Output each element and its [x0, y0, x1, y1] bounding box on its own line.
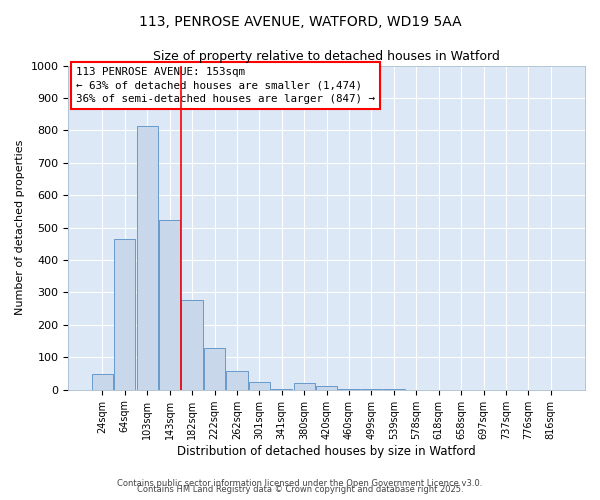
Bar — [137, 126, 158, 390]
Bar — [92, 374, 113, 390]
Bar — [249, 382, 270, 390]
Text: Contains public sector information licensed under the Open Government Licence v3: Contains public sector information licen… — [118, 478, 482, 488]
Bar — [361, 389, 382, 390]
Y-axis label: Number of detached properties: Number of detached properties — [15, 140, 25, 316]
Text: 113, PENROSE AVENUE, WATFORD, WD19 5AA: 113, PENROSE AVENUE, WATFORD, WD19 5AA — [139, 15, 461, 29]
Text: Contains HM Land Registry data © Crown copyright and database right 2025.: Contains HM Land Registry data © Crown c… — [137, 484, 463, 494]
Bar — [159, 220, 181, 390]
Bar — [338, 389, 360, 390]
Text: 113 PENROSE AVENUE: 153sqm
← 63% of detached houses are smaller (1,474)
36% of s: 113 PENROSE AVENUE: 153sqm ← 63% of deta… — [76, 67, 375, 104]
Bar — [271, 388, 292, 390]
Bar — [114, 239, 136, 390]
Title: Size of property relative to detached houses in Watford: Size of property relative to detached ho… — [153, 50, 500, 63]
Bar — [181, 300, 203, 390]
Bar — [226, 371, 248, 390]
Bar — [316, 386, 337, 390]
Bar — [293, 383, 315, 390]
Bar — [204, 348, 225, 390]
X-axis label: Distribution of detached houses by size in Watford: Distribution of detached houses by size … — [177, 444, 476, 458]
